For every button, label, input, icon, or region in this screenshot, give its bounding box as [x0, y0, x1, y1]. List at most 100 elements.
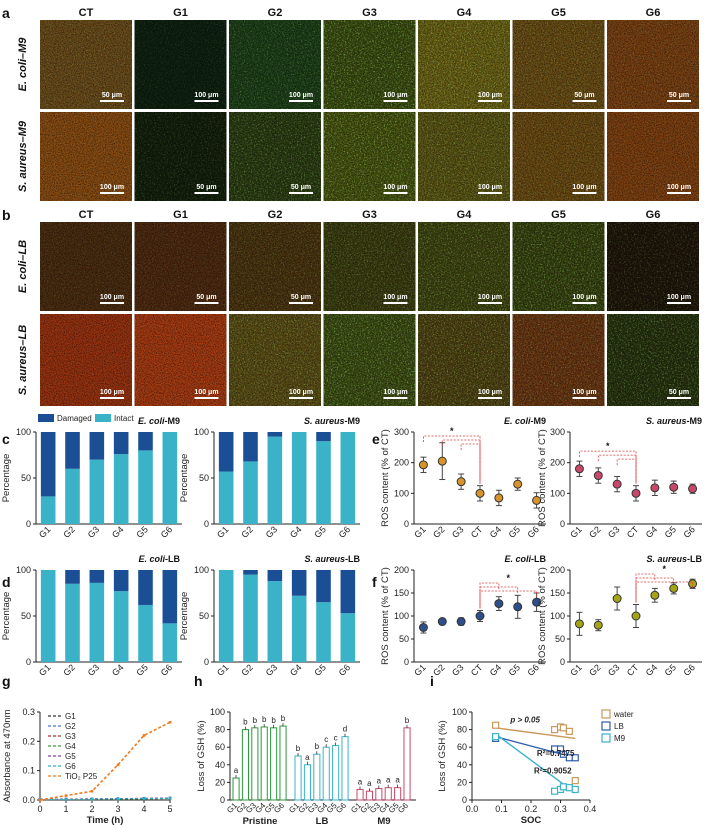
data-point [565, 727, 573, 735]
panel-letter: b [2, 207, 11, 223]
legend-label: LB [614, 722, 624, 731]
scale-bar [667, 100, 691, 102]
scale-bar-label: 100 μm [478, 184, 502, 191]
micrograph-tile: 100 μm [418, 314, 510, 406]
scale-bar-label: 100 μm [478, 92, 502, 99]
fit-line [495, 733, 576, 794]
scale-bar [289, 100, 313, 102]
title-medium: -LB [345, 554, 360, 564]
x-tick-label: G3 [450, 524, 466, 540]
bar [403, 727, 411, 801]
scale-bar [289, 302, 313, 304]
y-tick-label: 100 [194, 427, 209, 437]
column-header: G2 [268, 209, 283, 221]
y-tick-label: 50 [199, 611, 209, 621]
bar-segment [65, 432, 80, 469]
micrograph-tile: 100 μm [512, 222, 605, 311]
scale-bar-label: 100 μm [572, 294, 596, 301]
scale-bar-label: 50 μm [291, 184, 311, 191]
y-tick-label: 100 [394, 611, 409, 621]
scale-bar [383, 100, 408, 102]
bar-segment [138, 450, 153, 524]
bar [375, 788, 383, 801]
bar [260, 726, 268, 801]
bar-segment [40, 570, 56, 662]
scale-bar [572, 397, 597, 399]
scale-bar-label: 100 μm [383, 184, 407, 191]
significance-letter: b [315, 742, 320, 751]
title-medium: -M9 [687, 416, 703, 426]
significance-letter: d [343, 725, 347, 734]
micrograph-green [418, 20, 510, 109]
scale-bar-label: 100 μm [194, 92, 218, 99]
legend-label: Damaged [57, 414, 92, 423]
data-marker [168, 720, 172, 724]
data-point [574, 464, 584, 474]
x-tick-label: G6 [272, 801, 286, 815]
micrograph-tile: 100 μm [323, 20, 416, 109]
bracket-line [479, 582, 500, 609]
micrograph-green [512, 112, 605, 201]
scale-bar-label: 100 μm [194, 389, 218, 396]
legend-swatch-damaged [38, 414, 54, 422]
bar-segment [113, 591, 129, 662]
x-tick-label: CT [625, 662, 641, 678]
chart-c-saureus-m9: 0 50 100 Percentage G1 G2 G3 G4 G5 G6 S. aureus-M9 [179, 416, 360, 540]
scale-bar [289, 397, 313, 399]
data-point [492, 721, 500, 729]
title-medium: -M9 [165, 416, 181, 426]
micrograph-tile: 100 μm [418, 112, 510, 201]
scale-bar [478, 397, 502, 399]
micrograph-green [40, 222, 132, 311]
y-axis-label: Absorbance at 470nm [2, 709, 13, 802]
chart-legend: Damaged Intact [38, 414, 134, 423]
data-point [532, 597, 542, 607]
scale-bar-label: 50 μm [196, 294, 216, 301]
micrograph-tile: 100 μm [323, 112, 416, 201]
y-tick-label: 20 [215, 777, 225, 787]
title-species: E. coli [138, 416, 165, 426]
y-tick-label: 300 [394, 427, 409, 437]
y-tick-label: 200 [394, 458, 409, 468]
bar-segment [316, 432, 331, 442]
scale-bar-label: 100 μm [100, 294, 124, 301]
scale-bar-label: 100 μm [572, 184, 596, 191]
column-header: G2 [268, 7, 283, 19]
micrograph-green [607, 20, 699, 109]
micrograph-tile: 50 μm [512, 20, 605, 109]
panel-letter: g [2, 673, 11, 689]
data-point [593, 620, 603, 630]
data-point [513, 602, 523, 612]
scale-bar [383, 192, 408, 194]
x-tick-label: G4 [644, 524, 660, 540]
legend-label: G1 [65, 712, 76, 721]
scale-bar [100, 192, 124, 194]
scale-bar [194, 302, 219, 304]
y-tick-label: 100 [394, 488, 409, 498]
chart-title: E. coli-LB [504, 554, 546, 564]
significance-letter: a [234, 766, 239, 775]
legend-swatch-intact [95, 414, 111, 422]
bar-segment [243, 570, 258, 575]
column-header: CT [79, 7, 94, 19]
legend-label: G5 [65, 752, 76, 761]
data-point [571, 754, 579, 762]
data-point [669, 583, 679, 593]
data-point [612, 594, 622, 604]
x-tick-label: G3 [606, 524, 622, 540]
data-point [418, 623, 428, 632]
x-tick-label: G6 [159, 524, 175, 540]
y-tick-label: 0.1 [22, 766, 35, 776]
data-point [475, 611, 485, 621]
data-point [494, 493, 504, 503]
significance-letter: a [395, 776, 400, 785]
scale-bar [100, 397, 124, 399]
data-point [688, 484, 698, 494]
micrograph-tile: 100 μm [512, 112, 605, 201]
x-tick-label: G2 [587, 524, 603, 540]
group-label: M9 [377, 816, 390, 825]
scale-bar [194, 192, 219, 194]
y-axis-label: ROS content (% of CT) [537, 567, 548, 665]
micrograph-green [323, 20, 416, 109]
scale-bar-label: 50 μm [574, 92, 594, 99]
